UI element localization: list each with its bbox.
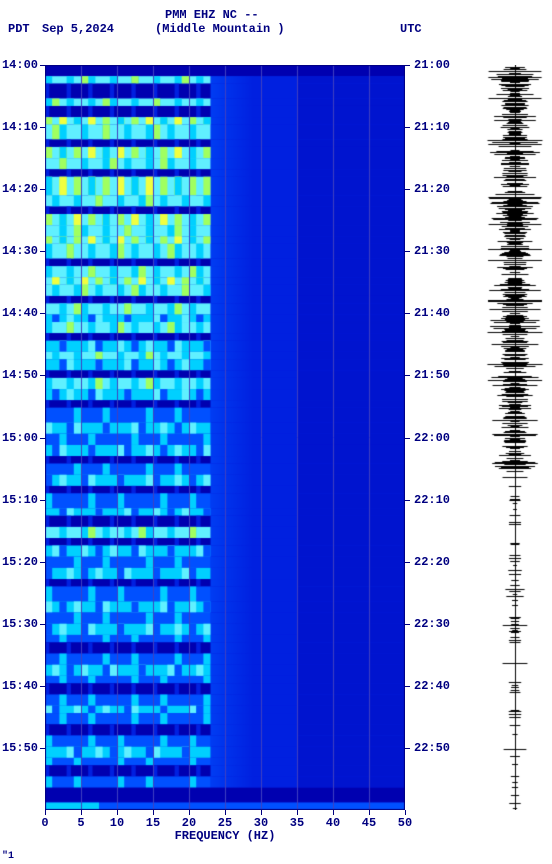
tick-label: 22:40 — [414, 679, 450, 693]
tick-label: 22:10 — [414, 493, 450, 507]
tick-label: 10 — [110, 816, 124, 830]
tick-label: 21:20 — [414, 182, 450, 196]
tick-mark — [153, 810, 154, 815]
tick-label: 15:30 — [2, 617, 38, 631]
tick-mark — [40, 375, 45, 376]
tick-label: 5 — [77, 816, 84, 830]
tick-mark — [405, 65, 410, 66]
tick-mark — [40, 313, 45, 314]
tick-label: 50 — [398, 816, 412, 830]
waveform-trace — [485, 65, 545, 810]
tick-label: 40 — [326, 816, 340, 830]
tick-mark — [40, 562, 45, 563]
tick-mark — [40, 251, 45, 252]
tick-mark — [40, 686, 45, 687]
tick-mark — [405, 189, 410, 190]
tick-mark — [405, 251, 410, 252]
tick-mark — [40, 65, 45, 66]
tick-mark — [45, 810, 46, 815]
tick-mark — [40, 189, 45, 190]
tick-label: 14:20 — [2, 182, 38, 196]
tick-label: 30 — [254, 816, 268, 830]
tick-mark — [117, 810, 118, 815]
tick-label: 15:10 — [2, 493, 38, 507]
tz-left-label: PDT — [8, 22, 30, 36]
tick-mark — [40, 624, 45, 625]
tick-label: 15:00 — [2, 431, 38, 445]
tick-mark — [81, 810, 82, 815]
tick-mark — [405, 686, 410, 687]
tick-mark — [40, 748, 45, 749]
tick-mark — [405, 624, 410, 625]
tick-mark — [405, 438, 410, 439]
tick-label: 15:40 — [2, 679, 38, 693]
tick-label: 45 — [362, 816, 376, 830]
tick-label: 15:20 — [2, 555, 38, 569]
tick-label: 14:00 — [2, 58, 38, 72]
tick-mark — [369, 810, 370, 815]
tick-mark — [297, 810, 298, 815]
tick-label: 21:50 — [414, 368, 450, 382]
tick-label: 14:40 — [2, 306, 38, 320]
tick-label: 22:50 — [414, 741, 450, 755]
tick-label: 21:30 — [414, 244, 450, 258]
seismogram-panel: PDT Sep 5,2024 PMM EHZ NC -- (Middle Mou… — [0, 0, 552, 864]
tick-label: 22:30 — [414, 617, 450, 631]
spectrogram-plot — [45, 65, 405, 810]
tick-label: 25 — [218, 816, 232, 830]
tick-mark — [405, 810, 406, 815]
tick-mark — [189, 810, 190, 815]
location-label: (Middle Mountain ) — [155, 22, 285, 36]
tick-label: 20 — [182, 816, 196, 830]
tick-label: 14:10 — [2, 120, 38, 134]
tick-mark — [405, 562, 410, 563]
tick-mark — [40, 127, 45, 128]
date-label: Sep 5,2024 — [42, 22, 114, 36]
tick-label: 15 — [146, 816, 160, 830]
x-axis-label: FREQUENCY (HZ) — [175, 829, 276, 843]
tick-label: 35 — [290, 816, 304, 830]
tick-label: 14:30 — [2, 244, 38, 258]
tick-mark — [405, 748, 410, 749]
tick-label: 14:50 — [2, 368, 38, 382]
tz-right-label: UTC — [400, 22, 422, 36]
tick-mark — [405, 127, 410, 128]
tick-mark — [405, 375, 410, 376]
tick-mark — [261, 810, 262, 815]
tick-mark — [405, 500, 410, 501]
tick-mark — [405, 313, 410, 314]
tick-label: 21:10 — [414, 120, 450, 134]
tick-mark — [40, 500, 45, 501]
tick-mark — [225, 810, 226, 815]
tick-label: 22:20 — [414, 555, 450, 569]
footer-mark: "1 — [2, 851, 14, 862]
tick-mark — [40, 438, 45, 439]
station-label: PMM EHZ NC -- — [165, 8, 259, 22]
tick-label: 22:00 — [414, 431, 450, 445]
tick-label: 0 — [41, 816, 48, 830]
tick-label: 21:00 — [414, 58, 450, 72]
tick-label: 15:50 — [2, 741, 38, 755]
tick-mark — [333, 810, 334, 815]
tick-label: 21:40 — [414, 306, 450, 320]
